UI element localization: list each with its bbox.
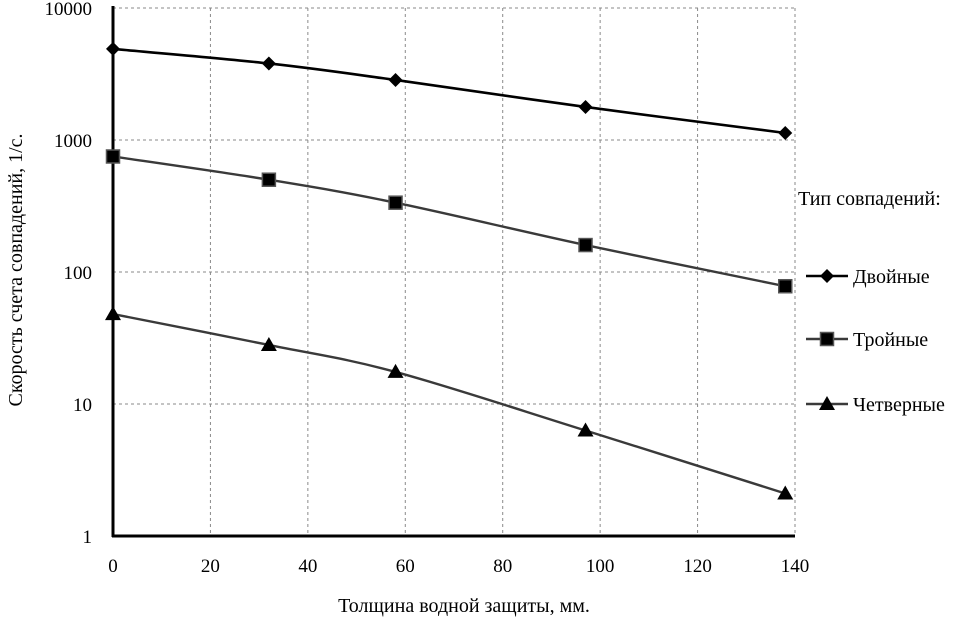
legend-marker [820,269,834,283]
data-point [387,363,404,378]
legend: Тип совпадений: Двойные Тройные Четверные [798,188,945,416]
data-point [388,72,403,87]
legend-label: Двойные [853,266,930,288]
y-tick-label: 1000 [54,131,92,152]
axes [111,6,795,538]
legend-title: Тип совпадений: [798,188,941,210]
data-point [105,306,121,321]
x-tick-label: 80 [493,556,512,577]
legend-marker [819,396,835,410]
y-tick-label: 1 [83,527,93,548]
x-tick-label: 40 [298,556,317,577]
legend-label: Четверные [853,394,945,416]
data-point [778,278,793,294]
legend-marker [819,331,835,347]
x-tick-label: 60 [396,556,415,577]
grid [113,7,796,536]
y-axis-title: Скорость счета совпадений, 1/с. [5,133,27,406]
series-line [112,47,786,135]
data-point [106,41,120,56]
data-point [778,125,793,140]
x-tick-label: 120 [683,556,712,577]
y-tick-label: 10000 [45,0,93,20]
legend-label: Тройные [853,329,928,351]
series-line [112,312,786,495]
x-tick-label: 0 [108,556,118,577]
x-tick-label: 20 [201,556,220,577]
data-point [261,56,276,71]
data-point [578,237,593,253]
data-point [578,99,593,114]
series-line [112,155,786,288]
y-tick-label: 100 [64,263,93,284]
data-point [388,195,403,210]
tick-labels: 0 20 40 60 80 100 120 140 1 10 100 1000 10000 [45,0,810,577]
data-point [577,422,594,437]
x-tick-label: 100 [586,556,615,577]
y-tick-label: 10 [73,395,92,416]
data-point [261,172,277,187]
series-layer [105,41,794,500]
x-tick-label: 140 [781,556,810,577]
x-axis-title: Толщина водной защиты, мм. [338,595,590,617]
data-point [105,149,121,164]
data-point [777,485,794,500]
data-point [260,336,277,351]
